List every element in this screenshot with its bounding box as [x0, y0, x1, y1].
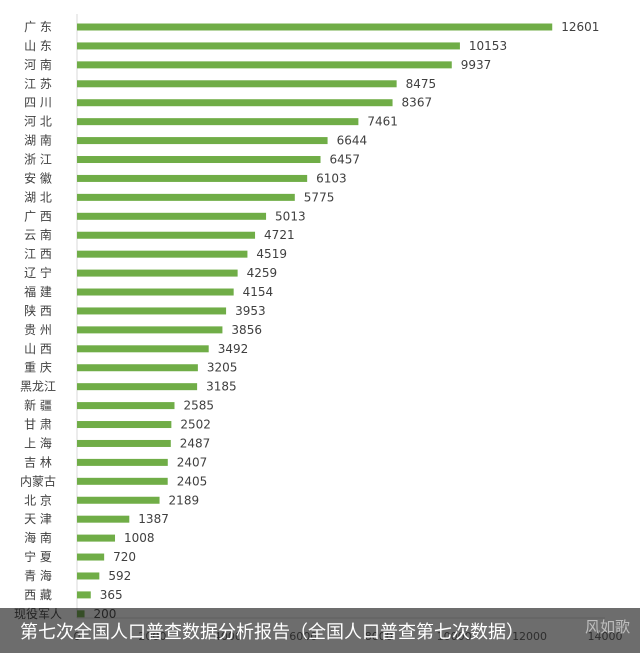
- bar: [77, 231, 256, 239]
- data-label: 10153: [469, 39, 507, 53]
- bar: [77, 402, 175, 410]
- category-label: 广 西: [24, 209, 52, 223]
- data-label: 12601: [561, 20, 599, 34]
- category-label: 黑龙江: [20, 380, 56, 394]
- category-label: 安 徽: [24, 170, 52, 185]
- category-label: 四 川: [24, 96, 52, 110]
- data-label: 720: [113, 550, 136, 564]
- bar: [77, 137, 328, 145]
- category-label: 天 津: [24, 512, 52, 526]
- bar: [77, 326, 223, 334]
- category-label: 福 建: [24, 284, 52, 299]
- data-label: 4519: [256, 247, 287, 261]
- data-label: 3185: [206, 380, 237, 394]
- category-label: 浙 江: [24, 153, 52, 167]
- category-label: 山 西: [24, 342, 52, 356]
- category-label: 广 东: [24, 20, 52, 34]
- data-label: 5775: [304, 190, 335, 204]
- bar: [77, 23, 553, 31]
- category-label: 云 南: [24, 227, 52, 242]
- bar: [77, 307, 227, 315]
- bar: [77, 534, 116, 542]
- category-label: 辽 宁: [24, 265, 52, 280]
- data-label: 6457: [330, 153, 361, 167]
- data-label: 592: [108, 569, 131, 583]
- bar: [77, 269, 238, 277]
- data-label: 365: [100, 588, 123, 602]
- category-label: 陕 西: [24, 303, 52, 318]
- category-label: 湖 北: [24, 189, 52, 204]
- category-label: 上 海: [24, 435, 52, 450]
- data-label: 3856: [231, 323, 262, 337]
- category-label: 宁 夏: [24, 549, 52, 564]
- caption-overlay: 第七次全国人口普查数据分析报告（全国人口普查第七次数据）: [0, 608, 640, 653]
- data-label: 4721: [264, 228, 295, 242]
- category-label: 西 藏: [24, 588, 52, 602]
- bar: [77, 553, 105, 561]
- bar: [77, 515, 130, 523]
- data-label: 1008: [124, 531, 155, 545]
- bar: [77, 496, 160, 504]
- data-label: 2502: [180, 418, 211, 432]
- data-label: 9937: [461, 58, 492, 72]
- bar: [77, 572, 100, 580]
- bar: [77, 193, 295, 201]
- caption-text: 第七次全国人口普查数据分析报告（全国人口普查第七次数据）: [20, 621, 524, 643]
- category-label: 河 南: [24, 57, 52, 72]
- bar: [77, 421, 172, 429]
- bar: [77, 80, 397, 88]
- data-label: 8475: [406, 77, 437, 91]
- data-label: 8367: [402, 96, 433, 110]
- category-label: 新 疆: [24, 398, 52, 413]
- bar: [77, 250, 248, 258]
- category-label: 江 西: [24, 247, 52, 261]
- data-label: 2189: [169, 493, 200, 507]
- bar: [77, 212, 267, 220]
- data-label: 4154: [243, 285, 274, 299]
- data-label: 3205: [207, 361, 238, 375]
- category-label: 吉 林: [24, 455, 52, 469]
- bar: [77, 477, 168, 485]
- bar: [77, 288, 234, 296]
- category-label: 重 庆: [24, 361, 52, 375]
- data-label: 4259: [247, 266, 278, 280]
- category-label: 山 东: [24, 39, 52, 53]
- category-label: 北 京: [24, 493, 52, 507]
- bar: [77, 345, 209, 353]
- data-label: 5013: [275, 209, 306, 223]
- bar: [77, 42, 460, 50]
- bar: [77, 99, 393, 107]
- watermark: 风如歌: [584, 618, 630, 636]
- category-label: 海 南: [24, 530, 52, 545]
- data-label: 1387: [138, 512, 169, 526]
- data-label: 2405: [177, 474, 208, 488]
- category-label: 河 北: [24, 115, 52, 129]
- bar: [77, 118, 359, 126]
- bar: [77, 591, 91, 599]
- bar: [77, 61, 452, 69]
- bar: [77, 439, 171, 447]
- data-label: 3953: [235, 304, 266, 318]
- bar: [77, 156, 321, 164]
- data-label: 3492: [218, 342, 249, 356]
- bar: [77, 458, 168, 466]
- data-label: 7461: [367, 115, 398, 129]
- bar: [77, 364, 198, 372]
- category-label: 甘 肃: [24, 418, 52, 432]
- category-label: 贵 州: [24, 323, 52, 337]
- data-label: 2487: [180, 436, 211, 450]
- bar: [77, 383, 198, 391]
- category-label: 内蒙古: [20, 473, 56, 488]
- data-label: 6644: [337, 134, 368, 148]
- category-label: 湖 南: [24, 133, 52, 148]
- category-label: 青 海: [24, 568, 52, 583]
- data-label: 6103: [316, 171, 347, 185]
- category-label: 江 苏: [24, 77, 52, 91]
- data-label: 2407: [177, 455, 208, 469]
- bar: [77, 174, 308, 182]
- data-label: 2585: [183, 399, 214, 413]
